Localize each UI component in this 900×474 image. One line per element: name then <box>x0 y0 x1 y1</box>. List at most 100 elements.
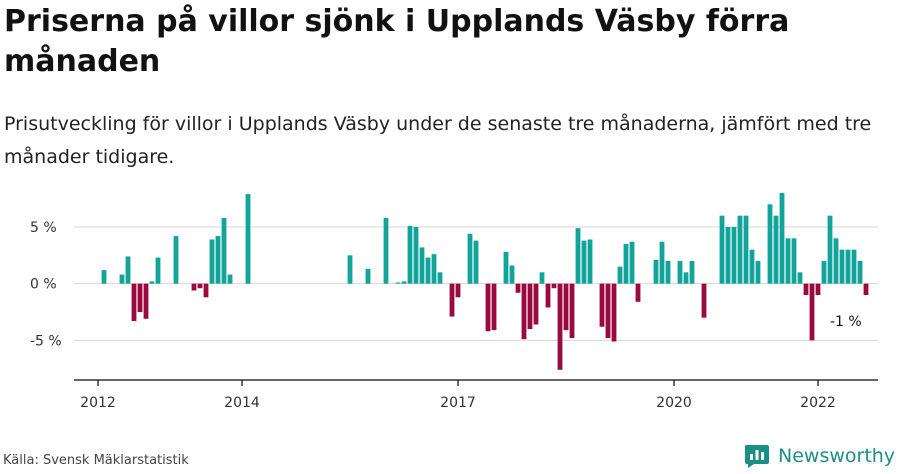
bar <box>245 194 251 284</box>
bar <box>599 283 605 327</box>
bar <box>215 236 221 284</box>
bar <box>527 283 533 329</box>
x-tick-label: 2012 <box>80 395 116 411</box>
bar <box>431 254 437 284</box>
bar <box>863 283 869 295</box>
bar <box>845 249 851 284</box>
bar <box>563 283 569 331</box>
bar <box>467 233 473 284</box>
bar <box>653 259 659 284</box>
y-axis-labels: 5 % 0 % -5 % <box>30 220 62 349</box>
bar <box>773 215 779 284</box>
bar <box>809 283 815 341</box>
bar <box>191 283 197 291</box>
x-axis: 2012 2014 2017 2020 2022 <box>74 379 878 411</box>
bar <box>815 283 821 295</box>
bar <box>689 261 695 284</box>
bar <box>143 283 149 319</box>
brand-logo[interactable]: Newsworthy <box>744 441 895 471</box>
bar <box>149 281 155 284</box>
bar <box>545 283 551 308</box>
bar <box>791 238 797 284</box>
y-tick-label: 5 % <box>30 220 57 236</box>
chart-title: Priserna på villor sjönk i Upplands Väsb… <box>4 4 790 79</box>
bar <box>605 283 611 339</box>
bar <box>119 274 125 284</box>
chart-subtitle: Prisutveckling för villor i Upplands Väs… <box>4 113 872 168</box>
bar <box>209 239 215 284</box>
bar <box>383 217 389 284</box>
bar <box>569 283 575 339</box>
bar <box>827 215 833 284</box>
bar <box>575 228 581 284</box>
bar <box>521 283 527 340</box>
x-tick-label: 2022 <box>800 395 836 411</box>
bar <box>221 217 227 284</box>
bar <box>365 268 371 284</box>
source-label: Källa: Svensk Mäklarstatistik <box>3 453 189 468</box>
bar <box>839 249 845 284</box>
bar <box>785 238 791 284</box>
bar <box>551 283 557 289</box>
bar <box>227 274 233 284</box>
bar <box>347 255 353 284</box>
bar <box>857 261 863 284</box>
bar <box>173 236 179 284</box>
bar <box>203 283 209 298</box>
bar <box>155 257 161 284</box>
newsworthy-logo-icon <box>745 445 769 468</box>
bar <box>767 204 773 284</box>
bar <box>131 283 137 322</box>
bar <box>395 282 401 284</box>
bar <box>455 283 461 298</box>
bar <box>503 251 509 284</box>
bar <box>803 283 809 295</box>
bar <box>851 249 857 284</box>
bar <box>701 283 707 318</box>
bar <box>533 283 539 325</box>
bar <box>449 283 455 317</box>
bar <box>437 272 443 284</box>
bar <box>725 227 731 284</box>
x-tick-label: 2020 <box>656 395 692 411</box>
bar <box>755 261 761 284</box>
bar <box>749 249 755 284</box>
bar <box>401 281 407 284</box>
bar <box>821 261 827 284</box>
bar <box>125 256 131 284</box>
bar <box>731 227 737 284</box>
bar <box>539 272 545 284</box>
bar <box>515 283 521 293</box>
brand-name: Newsworthy <box>778 445 896 467</box>
bar <box>677 261 683 284</box>
bar <box>743 215 749 284</box>
bar <box>719 215 725 284</box>
y-tick-label: 0 % <box>30 277 57 293</box>
bar <box>797 272 803 284</box>
bar <box>659 241 665 284</box>
bar <box>635 283 641 302</box>
bar <box>617 266 623 284</box>
bar <box>623 244 629 284</box>
bar <box>629 241 635 284</box>
bar <box>137 283 143 312</box>
bar <box>419 247 425 284</box>
bar <box>407 225 413 284</box>
bar <box>101 270 107 284</box>
bar <box>683 272 689 284</box>
bar <box>557 283 563 370</box>
bar <box>509 265 515 284</box>
bar <box>833 238 839 284</box>
bar <box>611 283 617 342</box>
bar <box>197 283 203 289</box>
bar <box>587 239 593 284</box>
bar <box>779 193 785 284</box>
bar <box>665 261 671 284</box>
bar <box>413 227 419 284</box>
x-tick-label: 2014 <box>224 395 260 411</box>
y-tick-label: -5 % <box>30 333 62 349</box>
last-value-label: -1 % <box>830 314 862 330</box>
bar <box>581 240 587 284</box>
bar <box>485 283 491 332</box>
